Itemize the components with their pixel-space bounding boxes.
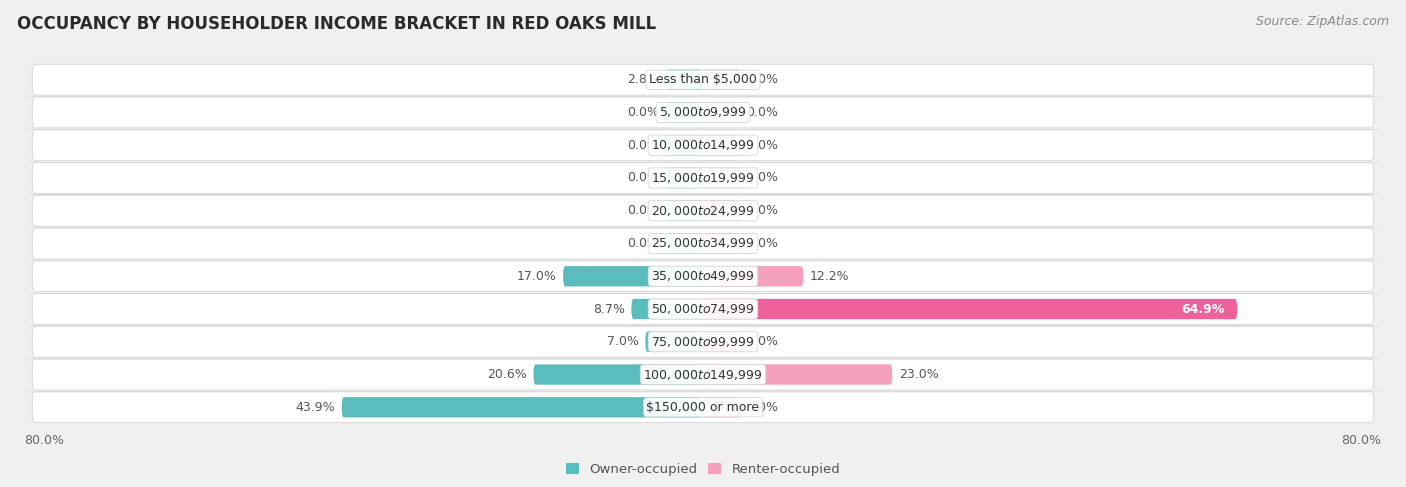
FancyBboxPatch shape xyxy=(645,332,703,352)
FancyBboxPatch shape xyxy=(32,64,1374,95)
Text: 0.0%: 0.0% xyxy=(747,237,779,250)
Text: Less than $5,000: Less than $5,000 xyxy=(650,73,756,86)
FancyBboxPatch shape xyxy=(703,168,740,188)
FancyBboxPatch shape xyxy=(32,195,1374,226)
FancyBboxPatch shape xyxy=(703,364,893,385)
FancyBboxPatch shape xyxy=(32,294,1374,324)
FancyBboxPatch shape xyxy=(32,261,1374,292)
Text: 0.0%: 0.0% xyxy=(627,204,659,217)
FancyBboxPatch shape xyxy=(703,266,803,286)
FancyBboxPatch shape xyxy=(703,70,740,90)
Text: $150,000 or more: $150,000 or more xyxy=(647,401,759,414)
FancyBboxPatch shape xyxy=(32,130,1374,161)
FancyBboxPatch shape xyxy=(666,233,703,254)
FancyBboxPatch shape xyxy=(703,299,1237,319)
Text: 8.7%: 8.7% xyxy=(593,302,624,316)
Text: 0.0%: 0.0% xyxy=(747,139,779,152)
Text: $20,000 to $24,999: $20,000 to $24,999 xyxy=(651,204,755,218)
Text: $50,000 to $74,999: $50,000 to $74,999 xyxy=(651,302,755,316)
FancyBboxPatch shape xyxy=(703,135,740,155)
Legend: Owner-occupied, Renter-occupied: Owner-occupied, Renter-occupied xyxy=(560,458,846,481)
Text: $35,000 to $49,999: $35,000 to $49,999 xyxy=(651,269,755,283)
FancyBboxPatch shape xyxy=(32,97,1374,128)
FancyBboxPatch shape xyxy=(666,135,703,155)
Text: 12.2%: 12.2% xyxy=(810,270,849,283)
Text: 2.8%: 2.8% xyxy=(627,73,659,86)
FancyBboxPatch shape xyxy=(703,397,740,417)
Text: $75,000 to $99,999: $75,000 to $99,999 xyxy=(651,335,755,349)
Text: Source: ZipAtlas.com: Source: ZipAtlas.com xyxy=(1256,15,1389,28)
Text: 0.0%: 0.0% xyxy=(627,237,659,250)
Text: OCCUPANCY BY HOUSEHOLDER INCOME BRACKET IN RED OAKS MILL: OCCUPANCY BY HOUSEHOLDER INCOME BRACKET … xyxy=(17,15,657,33)
FancyBboxPatch shape xyxy=(666,168,703,188)
Text: $10,000 to $14,999: $10,000 to $14,999 xyxy=(651,138,755,152)
FancyBboxPatch shape xyxy=(703,332,740,352)
Text: $100,000 to $149,999: $100,000 to $149,999 xyxy=(644,368,762,381)
FancyBboxPatch shape xyxy=(342,397,703,417)
FancyBboxPatch shape xyxy=(666,102,703,123)
Text: $15,000 to $19,999: $15,000 to $19,999 xyxy=(651,171,755,185)
FancyBboxPatch shape xyxy=(32,359,1374,390)
FancyBboxPatch shape xyxy=(32,163,1374,193)
Text: $5,000 to $9,999: $5,000 to $9,999 xyxy=(659,106,747,119)
FancyBboxPatch shape xyxy=(703,102,740,123)
Text: 7.0%: 7.0% xyxy=(607,335,638,348)
Text: 0.0%: 0.0% xyxy=(747,73,779,86)
Text: 0.0%: 0.0% xyxy=(747,106,779,119)
Text: 20.6%: 20.6% xyxy=(486,368,527,381)
Text: 0.0%: 0.0% xyxy=(747,204,779,217)
FancyBboxPatch shape xyxy=(703,233,740,254)
FancyBboxPatch shape xyxy=(631,299,703,319)
FancyBboxPatch shape xyxy=(703,201,740,221)
FancyBboxPatch shape xyxy=(562,266,703,286)
Text: 0.0%: 0.0% xyxy=(627,106,659,119)
FancyBboxPatch shape xyxy=(666,70,703,90)
FancyBboxPatch shape xyxy=(32,228,1374,259)
Text: 0.0%: 0.0% xyxy=(627,171,659,185)
Text: 0.0%: 0.0% xyxy=(747,335,779,348)
FancyBboxPatch shape xyxy=(32,326,1374,357)
Text: 43.9%: 43.9% xyxy=(295,401,335,414)
Text: 0.0%: 0.0% xyxy=(747,401,779,414)
Text: 0.0%: 0.0% xyxy=(627,139,659,152)
FancyBboxPatch shape xyxy=(32,392,1374,423)
Text: $25,000 to $34,999: $25,000 to $34,999 xyxy=(651,237,755,250)
Text: 17.0%: 17.0% xyxy=(516,270,557,283)
FancyBboxPatch shape xyxy=(666,201,703,221)
Text: 23.0%: 23.0% xyxy=(898,368,939,381)
Text: 64.9%: 64.9% xyxy=(1181,302,1225,316)
FancyBboxPatch shape xyxy=(533,364,703,385)
Text: 0.0%: 0.0% xyxy=(747,171,779,185)
